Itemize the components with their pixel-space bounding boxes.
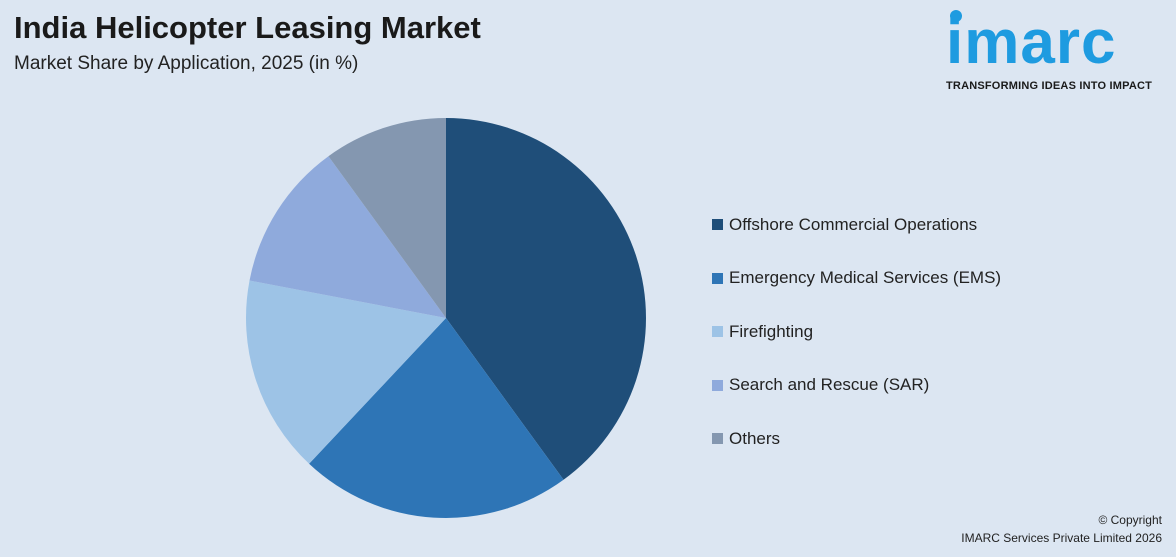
pie-slice-offshore-commercial-operations [446,118,646,480]
legend-label: Firefighting [729,321,814,341]
copyright-owner: IMARC Services Private Limited 2026 [961,531,1162,545]
logo-wordmark: imarc [946,8,1117,77]
legend-item: Others [712,412,1001,466]
legend-item: Firefighting [712,305,1001,359]
pie-chart [246,118,646,518]
legend-item: Emergency Medical Services (EMS) [712,252,1001,306]
imarc-logo: imarc TRANSFORMING IDEAS INTO IMPACT [946,8,1170,92]
copyright-line: © Copyright [1098,513,1162,527]
legend-swatch [712,326,723,338]
logo-tagline: TRANSFORMING IDEAS INTO IMPACT [946,80,1153,92]
pie-slice-search-and-rescue-sar [249,156,446,318]
copyright: © Copyright IMARC Services Private Limit… [961,511,1162,547]
legend-label: Search and Rescue (SAR) [729,375,930,395]
legend-item: Search and Rescue (SAR) [712,359,1001,413]
legend-swatch [712,219,723,231]
pie-slice-others [328,118,446,318]
legend-item: Offshore Commercial Operations [712,198,1001,252]
pie-slice-firefighting [246,280,446,464]
legend-swatch [712,379,723,391]
legend: Offshore Commercial Operations Emergency … [712,198,1001,466]
legend-label: Emergency Medical Services (EMS) [729,268,1002,288]
chart-subtitle: Market Share by Application, 2025 (in %) [14,53,359,74]
legend-label: Offshore Commercial Operations [729,214,978,234]
pie-slice-emergency-medical-services-ems [309,318,564,518]
legend-label: Others [729,428,781,448]
chart-title: India Helicopter Leasing Market [14,10,481,45]
legend-swatch [712,433,723,445]
legend-swatch [712,272,723,284]
